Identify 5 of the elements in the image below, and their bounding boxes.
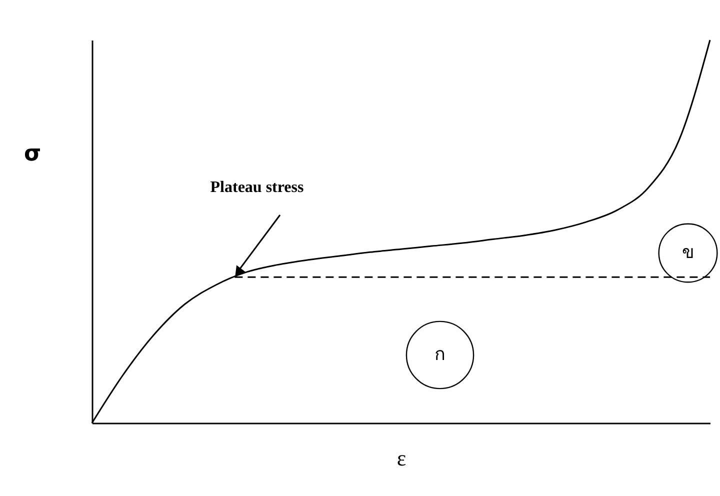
annotation: ก (434, 344, 446, 365)
annotation: ข (682, 242, 694, 263)
y-axis-title: σ (24, 142, 42, 166)
annotation: Plateau stress (210, 179, 304, 196)
x-axis-title: ε (396, 446, 406, 470)
